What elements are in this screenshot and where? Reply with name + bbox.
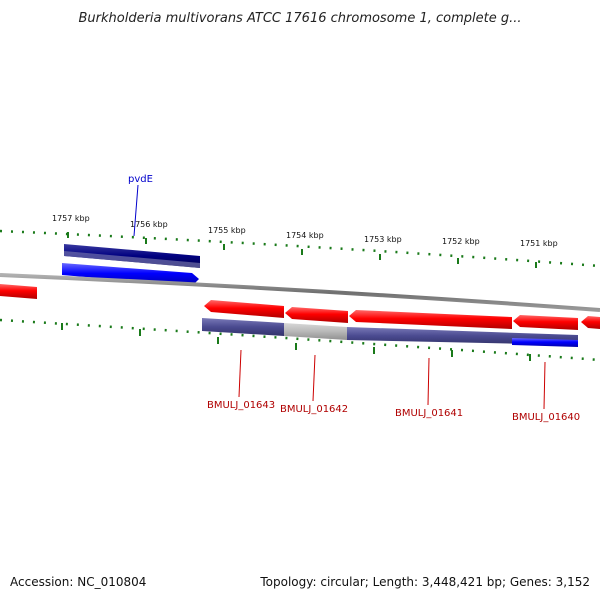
genome-backbone — [0, 273, 600, 312]
tick-label-1757: 1757 kbp — [52, 214, 90, 223]
BMULJ_01640-label: BMULJ_01640 — [512, 412, 580, 423]
tick-label-1751: 1751 kbp — [520, 239, 558, 248]
BMULJ_01643-cds-arrow[interactable] — [204, 300, 284, 318]
reverse-match-feature-gap — [284, 323, 347, 340]
BMULJ_01642-label: BMULJ_01642 — [280, 404, 348, 415]
reverse-cds-right-edge[interactable] — [581, 316, 600, 329]
gene-leader-lines — [238, 349, 546, 410]
pvdE-cds-arrow[interactable] — [62, 263, 199, 286]
reverse-match-feature-a — [202, 318, 284, 336]
pvdE-leader-line — [133, 184, 139, 237]
BMULJ_01641-cds-arrow[interactable] — [349, 310, 512, 329]
BMULJ_01642-cds-arrow[interactable] — [285, 307, 348, 323]
BMULJ_01641-label: BMULJ_01641 — [395, 408, 463, 419]
tick-label-1755: 1755 kbp — [208, 226, 246, 235]
BMULJ_01640-forward-segment[interactable] — [512, 338, 578, 347]
tick-label-1753: 1753 kbp — [364, 235, 402, 244]
inner-major-ticks — [61, 323, 531, 361]
inner-tick-ring — [0, 318, 600, 362]
outer-major-ticks — [67, 232, 537, 268]
accession-text: Accession: NC_010804 — [10, 575, 146, 589]
tick-label-1754: 1754 kbp — [286, 231, 324, 240]
forward-match-feature-lower — [64, 251, 200, 268]
pvdE-label: pvdE — [128, 174, 153, 185]
tick-label-1752: 1752 kbp — [442, 237, 480, 246]
topology-text: Topology: circular; Length: 3,448,421 bp… — [259, 575, 590, 589]
map-title: Burkholderia multivorans ATCC 17616 chro… — [79, 11, 522, 26]
BMULJ_01640-cds-arrow[interactable] — [513, 315, 578, 330]
tick-label-1756: 1756 kbp — [130, 220, 168, 229]
reverse-cds-left-edge[interactable] — [0, 284, 37, 299]
BMULJ_01643-label: BMULJ_01643 — [207, 400, 275, 411]
